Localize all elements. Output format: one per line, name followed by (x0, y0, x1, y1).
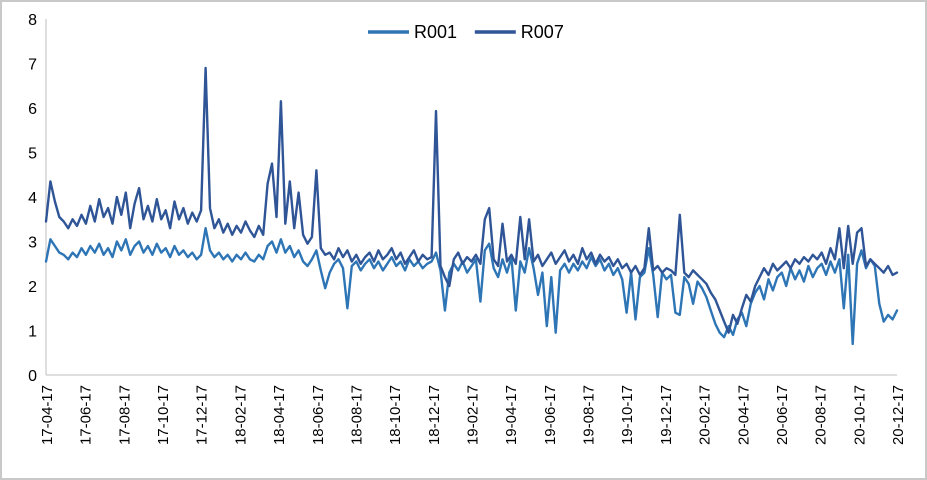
x-tick-label: 20-10-17 (851, 385, 868, 445)
x-tick-label: 20-12-17 (890, 385, 907, 445)
x-tick-label: 18-12-17 (426, 385, 443, 445)
x-tick-label: 19-10-17 (619, 385, 636, 445)
x-tick-label: 17-08-17 (116, 385, 133, 445)
legend-label-R007: R007 (521, 22, 564, 42)
x-tick-label: 19-06-17 (542, 385, 559, 445)
x-tick-label: 20-06-17 (774, 385, 791, 445)
x-tick-label: 20-02-17 (697, 385, 714, 445)
y-tick-label: 6 (28, 101, 37, 118)
x-tick-label: 17-06-17 (78, 385, 95, 445)
series-lines (44, 66, 899, 346)
axes (45, 19, 897, 376)
y-tick-label: 4 (28, 190, 37, 207)
x-tick-label: 20-08-17 (813, 385, 830, 445)
x-tick-label: 19-04-17 (503, 385, 520, 445)
x-tick-label: 17-12-17 (194, 385, 211, 445)
y-tick-label: 1 (28, 324, 37, 341)
series-line-R007 (44, 66, 899, 334)
x-tick-label: 18-02-17 (232, 385, 249, 445)
legend-label-R001: R001 (414, 22, 457, 42)
y-tick-label: 2 (28, 279, 37, 296)
y-tick-label: 5 (28, 146, 37, 163)
legend-item: R001 (368, 22, 457, 42)
x-tick-label: 17-04-17 (39, 385, 56, 445)
series-line-R001 (44, 226, 899, 346)
x-tick-label: 18-10-17 (387, 385, 404, 445)
y-tick-label: 8 (28, 12, 37, 29)
y-tick-label: 0 (28, 368, 37, 385)
x-tick-label: 18-08-17 (348, 385, 365, 445)
y-tick-label: 3 (28, 235, 37, 252)
chart-legend: R001 R007 (368, 22, 564, 42)
x-tick-label: 18-04-17 (271, 385, 288, 445)
y-axis-tick-labels: 0 1 2 3 4 5 6 7 8 (28, 12, 37, 385)
x-axis-tick-labels: 17-04-17 17-06-17 17-08-17 17-10-17 17-12-17… (39, 385, 907, 445)
x-tick-label: 18-06-17 (310, 385, 327, 445)
x-tick-label: 20-04-17 (735, 385, 752, 445)
x-tick-label: 19-08-17 (581, 385, 598, 445)
y-tick-label: 7 (28, 57, 37, 74)
x-tick-label: 19-02-17 (465, 385, 482, 445)
legend-item: R007 (474, 22, 564, 42)
x-tick-label: 19-12-17 (658, 385, 675, 445)
x-tick-label: 17-10-17 (155, 385, 172, 445)
